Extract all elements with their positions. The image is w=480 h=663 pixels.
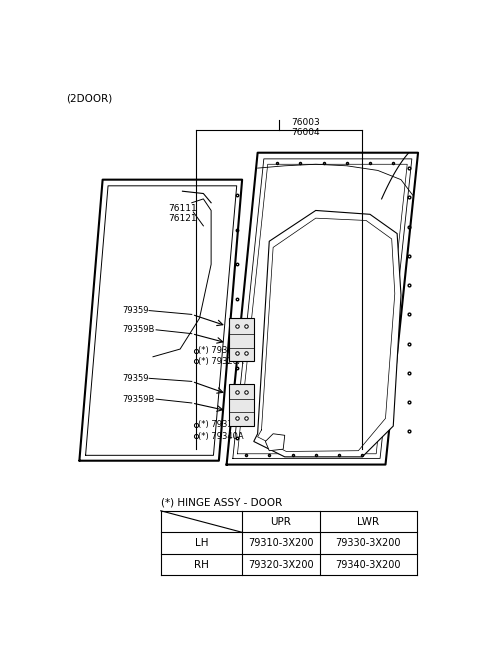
Text: LH: LH	[195, 538, 208, 548]
Polygon shape	[79, 180, 242, 461]
Text: 79330-3X200: 79330-3X200	[336, 538, 401, 548]
Text: (*) 79340A: (*) 79340A	[198, 432, 243, 441]
Text: 79359B: 79359B	[122, 326, 155, 334]
Text: 79320-3X200: 79320-3X200	[248, 560, 314, 570]
Text: 76121: 76121	[168, 214, 197, 223]
Text: (*) HINGE ASSY - DOOR: (*) HINGE ASSY - DOOR	[161, 498, 282, 508]
Polygon shape	[229, 384, 254, 426]
Text: (2DOOR): (2DOOR)	[66, 93, 112, 103]
Polygon shape	[254, 210, 401, 457]
Text: 79359: 79359	[122, 374, 148, 383]
Text: 79359: 79359	[122, 306, 148, 315]
Text: (*) 79320A: (*) 79320A	[198, 357, 243, 366]
Text: (*) 79310B: (*) 79310B	[198, 346, 244, 355]
Text: 76004: 76004	[291, 129, 320, 137]
Text: RH: RH	[194, 560, 209, 570]
Polygon shape	[229, 318, 254, 361]
Text: 79359B: 79359B	[122, 394, 155, 404]
Text: 76003: 76003	[291, 118, 320, 127]
Polygon shape	[265, 434, 285, 451]
Text: (*) 79330B: (*) 79330B	[198, 420, 244, 429]
Text: UPR: UPR	[270, 516, 291, 526]
Text: 79340-3X200: 79340-3X200	[336, 560, 401, 570]
Polygon shape	[227, 152, 418, 465]
Text: LWR: LWR	[357, 516, 379, 526]
Text: 79310-3X200: 79310-3X200	[248, 538, 313, 548]
Text: 76111: 76111	[168, 204, 197, 213]
